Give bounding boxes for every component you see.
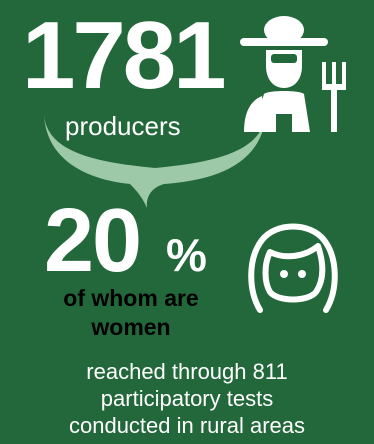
caption-line1: reached through 811 — [86, 359, 288, 384]
caption-line3: conducted in rural areas — [68, 413, 306, 438]
women-label-line1: of whom are — [63, 285, 199, 311]
caption: reached through 811 participatory tests … — [0, 358, 374, 439]
women-percent: 20 — [44, 191, 142, 291]
producers-label: producers — [65, 111, 181, 141]
woman-face-icon — [248, 223, 338, 313]
percent-sign: % — [166, 229, 207, 281]
farmer-icon — [240, 16, 346, 132]
producers-count: 1781 — [22, 2, 227, 109]
divider-curve-icon — [44, 114, 266, 208]
caption-line2: participatory tests — [100, 386, 274, 411]
women-label-line2: women — [91, 314, 171, 340]
